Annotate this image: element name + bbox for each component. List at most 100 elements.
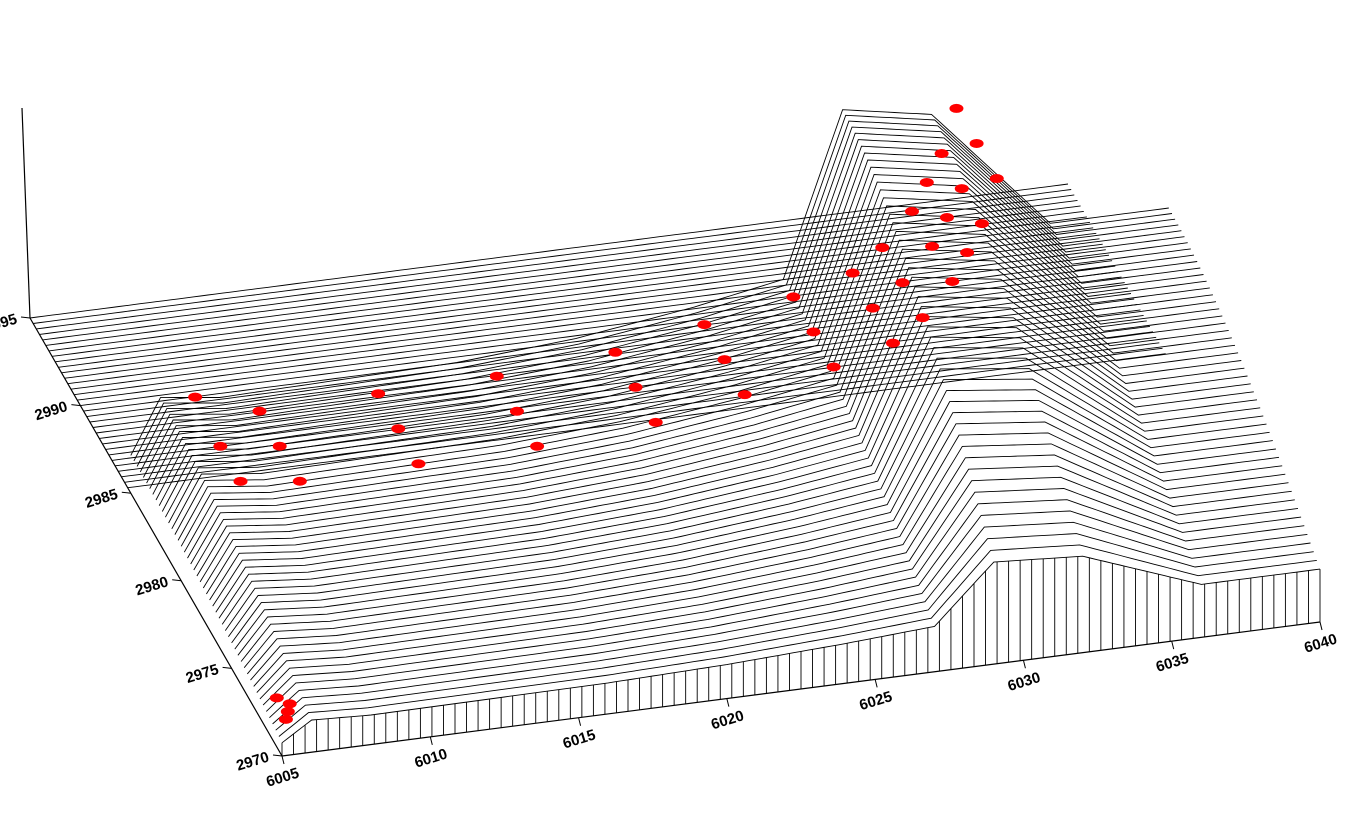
surface-line bbox=[96, 298, 1135, 434]
surface-line bbox=[253, 454, 1292, 687]
surface-line bbox=[272, 521, 1311, 725]
data-point bbox=[282, 699, 297, 709]
data-point bbox=[974, 219, 989, 229]
data-point bbox=[954, 184, 969, 194]
y-tick-label: 2985 bbox=[83, 486, 120, 512]
x-tick bbox=[726, 698, 730, 707]
y-tick-label: 2995 bbox=[0, 311, 19, 337]
surface-line bbox=[168, 189, 1207, 524]
data-point bbox=[717, 355, 732, 365]
surface-line bbox=[193, 257, 1232, 571]
data-point bbox=[272, 441, 287, 451]
data-point bbox=[292, 476, 307, 486]
surface-line bbox=[92, 293, 1132, 428]
surface-line bbox=[209, 306, 1248, 601]
surface-line bbox=[224, 357, 1264, 631]
surface-line bbox=[108, 320, 1147, 456]
surface-line bbox=[61, 238, 1100, 374]
surface-line bbox=[52, 221, 1091, 357]
y-axis-line bbox=[29, 317, 283, 757]
data-point bbox=[280, 707, 295, 717]
data-point bbox=[371, 389, 386, 399]
data-point bbox=[628, 382, 643, 392]
surface-line bbox=[259, 476, 1299, 700]
data-point bbox=[411, 459, 426, 469]
y-tick bbox=[71, 404, 81, 407]
surface-line bbox=[165, 181, 1204, 518]
surface-line bbox=[265, 499, 1305, 712]
surface-line bbox=[183, 230, 1223, 553]
data-point bbox=[969, 138, 984, 148]
x-axis-line bbox=[281, 621, 1321, 757]
data-point bbox=[925, 241, 940, 251]
data-point bbox=[895, 278, 910, 288]
surface-line bbox=[243, 421, 1283, 668]
data-point bbox=[945, 276, 960, 286]
data-point bbox=[489, 371, 504, 381]
surface-line bbox=[67, 249, 1106, 385]
z-axis-line bbox=[21, 107, 31, 319]
data-point bbox=[875, 243, 890, 253]
y-tick-label: 2980 bbox=[133, 573, 170, 599]
surface-line bbox=[212, 316, 1251, 607]
data-point bbox=[949, 103, 964, 113]
data-point bbox=[391, 424, 406, 434]
data-point bbox=[934, 149, 949, 159]
surface-line bbox=[33, 189, 1072, 324]
surface-line bbox=[187, 239, 1226, 559]
x-tick bbox=[874, 679, 878, 688]
data-point bbox=[904, 206, 919, 216]
surface-line bbox=[161, 174, 1201, 512]
data-point bbox=[278, 714, 293, 724]
data-point bbox=[939, 213, 954, 223]
data-point bbox=[509, 406, 524, 416]
x-tick-label: 6030 bbox=[1006, 669, 1043, 695]
surface-line bbox=[221, 347, 1261, 625]
x-tick bbox=[578, 717, 582, 726]
y-tick-label: 2975 bbox=[184, 661, 221, 687]
surface-line bbox=[228, 368, 1267, 637]
surface-line bbox=[58, 232, 1097, 368]
data-point bbox=[845, 268, 860, 278]
y-tick-label: 2990 bbox=[33, 398, 70, 424]
surface-line bbox=[64, 243, 1103, 379]
x-tick bbox=[429, 736, 433, 745]
surface-line bbox=[206, 296, 1245, 595]
surface-line bbox=[89, 287, 1128, 423]
x-tick bbox=[1319, 621, 1323, 631]
surface-line bbox=[155, 159, 1195, 501]
data-point bbox=[960, 248, 975, 258]
data-points bbox=[188, 103, 1004, 724]
y-tick bbox=[20, 316, 31, 319]
y-tick bbox=[121, 491, 131, 494]
data-point bbox=[697, 320, 712, 330]
x-tick bbox=[1022, 660, 1026, 669]
surface-line bbox=[152, 152, 1191, 495]
x-tick-label: 6040 bbox=[1302, 631, 1339, 657]
data-point bbox=[919, 177, 934, 187]
data-point bbox=[786, 292, 801, 302]
surface-line bbox=[36, 194, 1075, 330]
surface-line bbox=[231, 378, 1270, 644]
surface-line bbox=[196, 267, 1236, 577]
surface-line bbox=[262, 488, 1302, 706]
surface-line bbox=[102, 309, 1141, 445]
data-point bbox=[885, 338, 900, 348]
x-tick bbox=[1171, 641, 1175, 650]
x-tick bbox=[281, 755, 285, 765]
data-point bbox=[737, 390, 752, 400]
data-point bbox=[826, 362, 841, 372]
surface-line bbox=[240, 410, 1280, 662]
surface-line bbox=[158, 166, 1198, 506]
surface-line bbox=[180, 222, 1220, 547]
surface-line bbox=[74, 260, 1113, 396]
y-tick bbox=[272, 754, 283, 757]
surface-line bbox=[146, 139, 1185, 484]
surface-line bbox=[256, 465, 1295, 693]
surface-line bbox=[48, 216, 1087, 352]
x-tick-label: 6025 bbox=[857, 688, 894, 714]
axes bbox=[20, 107, 1323, 765]
data-point bbox=[252, 406, 267, 416]
x-tick-label: 6005 bbox=[264, 765, 301, 791]
data-point bbox=[915, 313, 930, 323]
